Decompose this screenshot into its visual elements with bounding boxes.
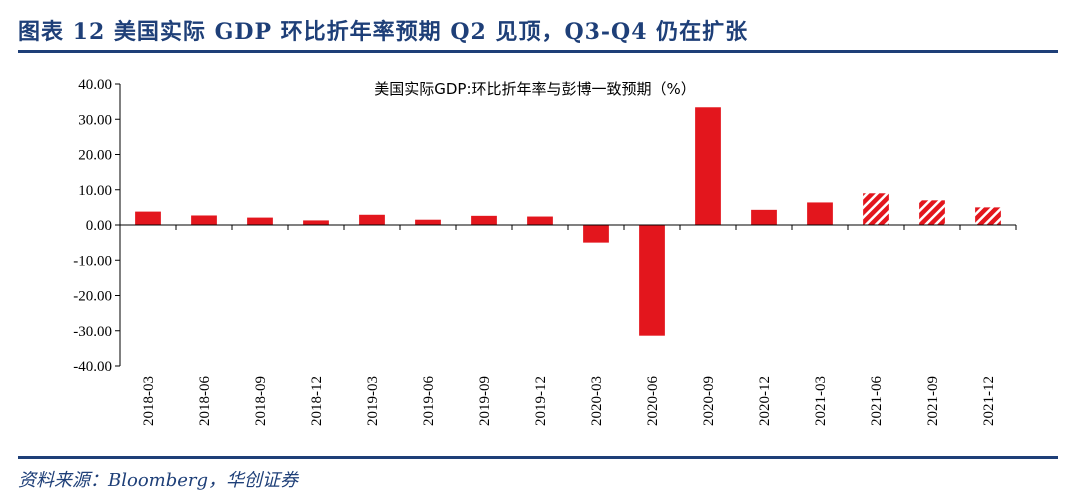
forecast-bar (919, 200, 945, 225)
x-tick-label: 2020-03 (589, 376, 605, 426)
actual-bar (471, 215, 497, 225)
footer-rule (18, 456, 1058, 459)
chart-title: 美国实际GDP:环比折年率与彭博一致预期（%） (374, 80, 696, 98)
x-tick-label: 2021-06 (869, 376, 885, 426)
actual-bar (415, 219, 441, 225)
actual-bar (359, 214, 385, 225)
figure-title: 图表 12 美国实际 GDP 环比折年率预期 Q2 见顶，Q3-Q4 仍在扩张 (18, 19, 749, 45)
x-tick-label: 2018-09 (253, 376, 269, 426)
actual-bar (247, 217, 273, 225)
actual-bar (751, 209, 777, 225)
x-tick-label: 2020-06 (645, 376, 661, 426)
x-tick-label: 2019-09 (477, 376, 493, 426)
bars-group (135, 107, 1001, 336)
actual-bar (303, 220, 329, 225)
x-tick-label: 2019-03 (365, 376, 381, 426)
x-tick-label: 2018-03 (141, 376, 157, 426)
x-tick-label: 2018-06 (197, 376, 213, 426)
actual-bar (191, 215, 217, 225)
y-tick-label: 40.00 (78, 77, 112, 93)
y-tick-label: -30.00 (73, 324, 112, 340)
x-tick-label: 2018-12 (309, 376, 325, 426)
actual-bar (807, 202, 833, 225)
x-tick-label: 2019-12 (533, 376, 549, 426)
actual-bar (695, 107, 721, 225)
source-note: 资料来源：Bloomberg，华创证券 (18, 470, 299, 491)
x-tick-label: 2021-09 (925, 376, 941, 426)
x-tick-label: 2021-12 (981, 376, 997, 426)
forecast-bar (975, 207, 1001, 225)
y-tick-label: -20.00 (73, 289, 112, 305)
actual-bar (639, 225, 665, 336)
x-tick-label: 2021-03 (813, 376, 829, 426)
y-axis-ticks: 40.00 30.00 20.00 10.00 0.00 -10.00 -20.00 -30.… (73, 77, 120, 375)
x-tick-label: 2020-12 (757, 376, 773, 426)
actual-bar (583, 225, 609, 243)
y-tick-label: 20.00 (78, 148, 112, 164)
y-tick-label: 0.00 (86, 218, 112, 234)
y-tick-label: -10.00 (73, 253, 112, 269)
y-tick-label: 10.00 (78, 183, 112, 199)
actual-bar (527, 216, 553, 225)
header-rule (18, 50, 1058, 53)
y-tick-label: 30.00 (78, 112, 112, 128)
actual-bar (135, 211, 161, 225)
x-tick-label: 2019-06 (421, 376, 437, 426)
bar-chart: 美国实际GDP:环比折年率与彭博一致预期（%） 40.00 30.00 20.00 1… (73, 77, 1017, 426)
y-tick-label: -40.00 (73, 359, 112, 375)
x-tick-label: 2020-09 (701, 376, 717, 426)
forecast-bar (863, 193, 889, 225)
x-axis-ticks: 2018-03 2018-06 2018-09 2018-12 2019-03 2019-… (119, 225, 1017, 426)
